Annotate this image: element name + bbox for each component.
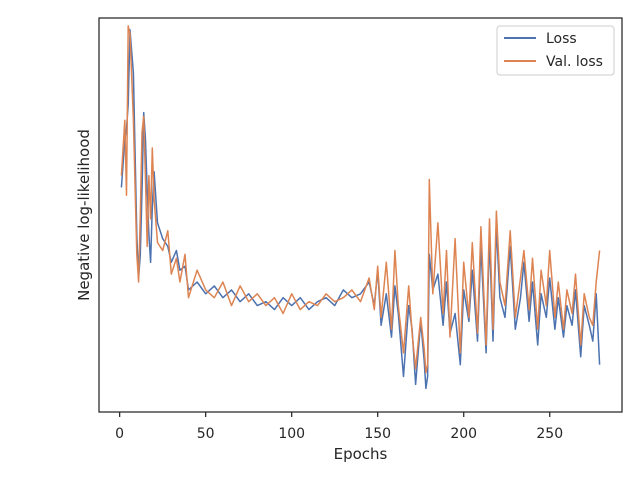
y-axis-label: Negative log-likelihood — [75, 129, 93, 301]
x-tick-label: 150 — [364, 426, 391, 442]
x-axis-label: Epochs — [334, 445, 388, 463]
series-line-val-loss — [120, 25, 601, 374]
x-tick-label: 50 — [197, 426, 215, 442]
plot-frame — [98, 17, 623, 413]
series-layer — [120, 25, 601, 390]
x-axis-ticks: 0 50 100 150 200 250 — [115, 412, 563, 442]
x-tick-label: 250 — [536, 426, 563, 442]
legend-label-val-loss: Val. loss — [546, 54, 603, 70]
x-tick-label: 100 — [278, 426, 305, 442]
legend: Loss Val. loss — [496, 25, 615, 76]
x-tick-label: 0 — [115, 426, 124, 442]
x-tick-label: 200 — [450, 426, 477, 442]
series-line-loss — [120, 29, 601, 390]
legend-label-loss: Loss — [546, 31, 577, 47]
